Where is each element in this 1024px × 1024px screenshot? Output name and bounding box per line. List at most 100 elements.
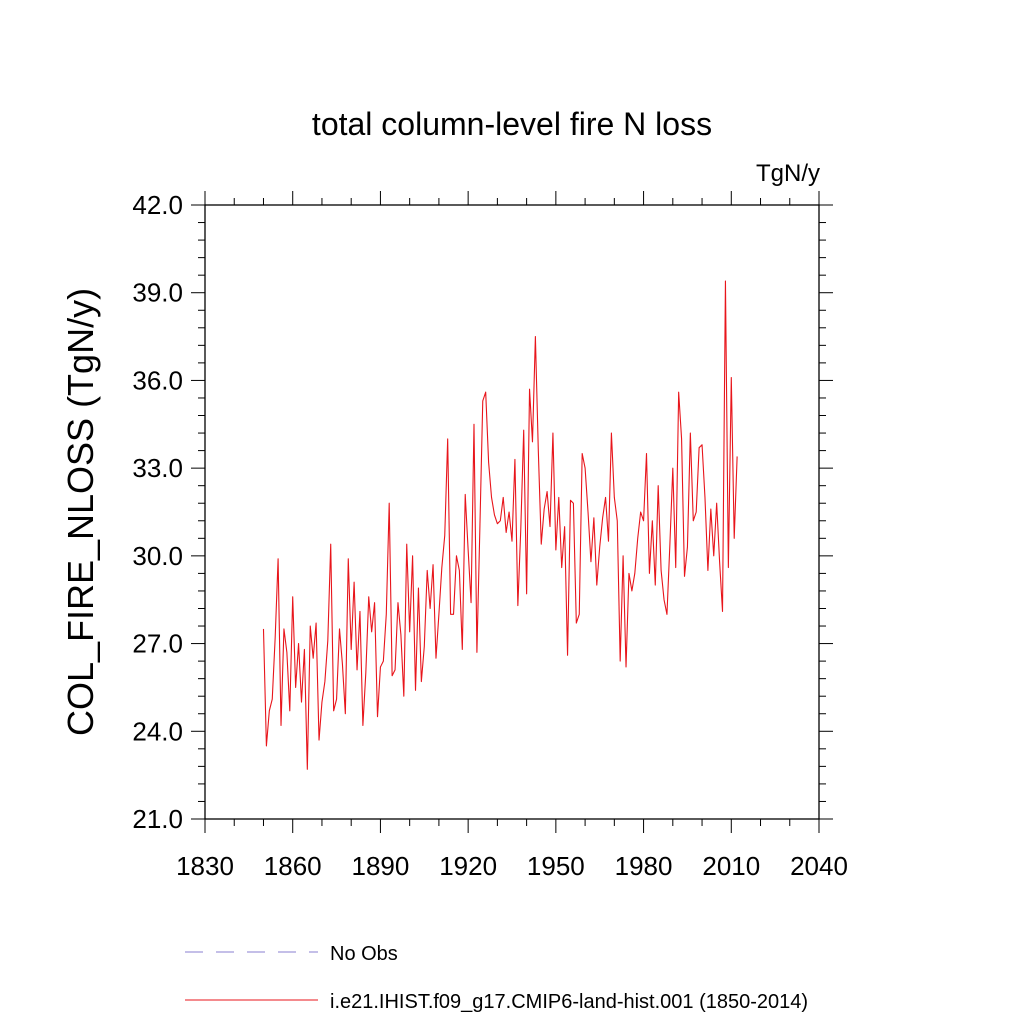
series-point (427, 570, 428, 571)
series-point (485, 392, 486, 393)
series-point (263, 628, 264, 629)
series-point (286, 652, 287, 653)
series-point (593, 517, 594, 518)
series-point (394, 669, 395, 670)
legend-label-no-obs: No Obs (330, 943, 398, 965)
series-point (444, 535, 445, 536)
series-point (549, 526, 550, 527)
legend: No Obs i.e21.IHIST.f09_g17.CMIP6-land-hi… (185, 943, 808, 1013)
series-point (623, 555, 624, 556)
x-tick-label: 1950 (527, 851, 585, 881)
series-point (701, 444, 702, 445)
series-point (552, 432, 553, 433)
x-axis-tick-labels: 1830 1860 1890 1920 1950 1980 2010 2040 (176, 851, 848, 881)
units-label: TgN/y (756, 160, 820, 187)
series-point (514, 459, 515, 460)
series-point (561, 567, 562, 568)
series-point (362, 725, 363, 726)
series-point (602, 517, 603, 518)
y-tick-label: 36.0 (132, 365, 183, 395)
series-point (620, 661, 621, 662)
series-point (546, 491, 547, 492)
series-point (289, 710, 290, 711)
series-point (283, 628, 284, 629)
series-point (582, 453, 583, 454)
series-point (321, 701, 322, 702)
series-point (400, 634, 401, 635)
x-tick-label: 2010 (702, 851, 760, 881)
series-point (269, 710, 270, 711)
series-point (359, 611, 360, 612)
series-point (707, 570, 708, 571)
series-point (406, 544, 407, 545)
series-point (640, 511, 641, 512)
series-point (503, 497, 504, 498)
series-point (435, 658, 436, 659)
series-point (684, 576, 685, 577)
x-tick-label: 1980 (615, 851, 673, 881)
series-point (687, 546, 688, 547)
series-point (500, 520, 501, 521)
series-point (699, 447, 700, 448)
series-point (508, 511, 509, 512)
plot-frame (204, 204, 820, 820)
series-point (494, 514, 495, 515)
series-point (313, 658, 314, 659)
series-point (652, 520, 653, 521)
series-point (450, 614, 451, 615)
x-tick-label: 1920 (439, 851, 497, 881)
series-point (520, 529, 521, 530)
series-point (459, 570, 460, 571)
series-point (570, 500, 571, 501)
series-point (596, 584, 597, 585)
x-tick-label: 1860 (264, 851, 322, 881)
series-point (491, 497, 492, 498)
series-point (625, 666, 626, 667)
y-tick-label: 30.0 (132, 541, 183, 571)
x-tick-label: 2040 (790, 851, 848, 881)
series-point (374, 602, 375, 603)
series-point (576, 623, 577, 624)
series-point (292, 596, 293, 597)
series-point (415, 690, 416, 691)
series-point (298, 643, 299, 644)
series-point (511, 541, 512, 542)
series-point (266, 745, 267, 746)
x-axis-ticks (204, 191, 820, 833)
series-point (409, 631, 410, 632)
series-point (368, 596, 369, 597)
series-point (608, 541, 609, 542)
series-point (661, 570, 662, 571)
series-point (430, 608, 431, 609)
series-point (728, 567, 729, 568)
series-point (465, 494, 466, 495)
series-point (529, 389, 530, 390)
series-point (643, 520, 644, 521)
series-point (541, 544, 542, 545)
series-point (327, 640, 328, 641)
series-point (421, 681, 422, 682)
series-point (573, 503, 574, 504)
series-point (441, 567, 442, 568)
series-point (345, 713, 346, 714)
legend-label-simulation: i.e21.IHIST.f09_g17.CMIP6-land-hist.001 … (330, 991, 808, 1013)
series-point (470, 602, 471, 603)
series-point (316, 623, 317, 624)
series-point (631, 590, 632, 591)
y-axis-label: COL_FIRE_NLOSS (TgN/y) (60, 288, 101, 736)
series-point (611, 432, 612, 433)
series-point (663, 599, 664, 600)
series-point (488, 462, 489, 463)
series-point (383, 661, 384, 662)
series-point (713, 555, 714, 556)
series-point (535, 336, 536, 337)
series-point (348, 558, 349, 559)
series-point (377, 716, 378, 717)
series-point (275, 637, 276, 638)
series-point (564, 526, 565, 527)
series-point (716, 503, 717, 504)
series-point (418, 587, 419, 588)
series-point (675, 567, 676, 568)
series-point (473, 424, 474, 425)
series-point (617, 520, 618, 521)
